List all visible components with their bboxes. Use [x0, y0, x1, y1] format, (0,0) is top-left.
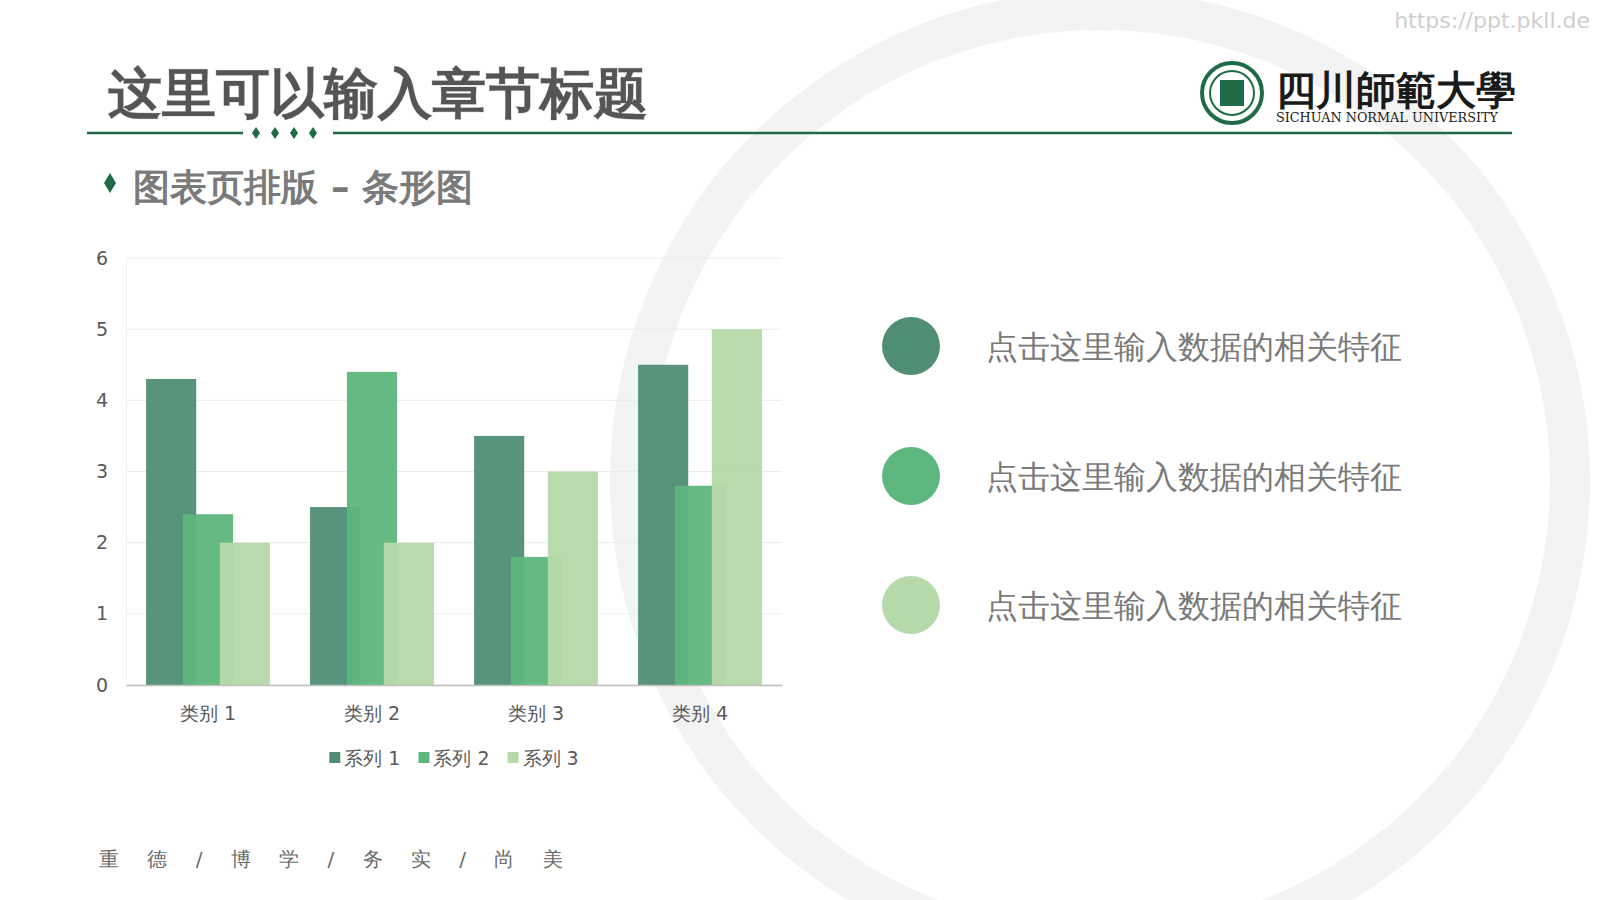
y-tick-label: 0 — [96, 674, 108, 696]
y-tick-label: 2 — [96, 531, 108, 553]
logo — [1202, 63, 1262, 123]
subtitle-diamond — [104, 173, 116, 193]
chart: 0 1 2 3 4 5 6 类别 1 类别 2 类别 3 类别 4 系列 1 系列 2 系列 3 — [96, 247, 783, 769]
x-axis-line — [127, 685, 783, 687]
feature-dot — [882, 447, 940, 505]
y-tick-label: 6 — [96, 247, 108, 269]
x-axis: 类别 1 类别 2 类别 3 类别 4 — [127, 685, 783, 724]
y-axis-line — [126, 259, 127, 686]
logo-ring — [1202, 63, 1262, 123]
y-axis: 0 1 2 3 4 5 6 — [96, 247, 127, 696]
feature-text: 点击这里输入数据的相关特征 — [986, 458, 1402, 496]
series — [146, 365, 688, 685]
legend: 系列 1 系列 2 系列 3 — [329, 747, 578, 769]
x-tick: 类别 3 — [508, 685, 564, 724]
bars — [146, 329, 762, 685]
y-tick: 2 — [96, 531, 126, 553]
x-tick: 类别 4 — [672, 685, 728, 724]
grid-line — [126, 329, 782, 330]
y-tick: 6 — [96, 247, 126, 269]
x-tick: 类别 1 — [180, 685, 236, 724]
feature-dot — [882, 317, 940, 375]
x-tick-label: 类别 2 — [344, 702, 400, 724]
legend-label: 系列 3 — [523, 747, 579, 769]
legend-label: 系列 2 — [433, 747, 489, 769]
y-tick: 0 — [96, 674, 126, 696]
y-tick: 4 — [96, 389, 126, 411]
subtitle: 图表页排版 – 条形图 — [133, 166, 473, 209]
header-diamond — [271, 127, 279, 139]
motto: 重 德 / 博 学 / 务 实 / 尚 美 — [99, 847, 574, 871]
legend-swatch — [508, 752, 519, 763]
header-diamond — [252, 127, 260, 139]
header-rule-gap — [243, 128, 333, 138]
feature-text: 点击这里输入数据的相关特征 — [986, 328, 1402, 366]
bar — [384, 543, 434, 685]
university-name-en: SICHUAN NORMAL UNIVERSITY — [1276, 111, 1499, 125]
x-tick: 类别 2 — [344, 685, 400, 724]
legend-item: 系列 3 — [508, 747, 579, 769]
y-tick: 1 — [96, 602, 126, 624]
series — [220, 329, 762, 685]
y-tick: 5 — [96, 318, 126, 340]
grid — [126, 258, 782, 685]
grid-line — [126, 258, 782, 259]
legend-label: 系列 1 — [344, 747, 400, 769]
bg-decoration — [630, 10, 1570, 900]
bar — [220, 543, 270, 685]
legend-item: 系列 1 — [329, 747, 400, 769]
feature-text: 点击这里输入数据的相关特征 — [986, 587, 1402, 625]
y-tick: 3 — [96, 460, 126, 482]
x-tick-label: 类别 4 — [672, 702, 728, 724]
y-tick-label: 3 — [96, 460, 108, 482]
title: 这里可以输入章节标题 — [108, 62, 648, 125]
feature-dot — [882, 576, 940, 634]
legend-item: 系列 2 — [418, 747, 489, 769]
bar — [548, 472, 598, 686]
logo-inner — [1210, 71, 1254, 115]
header-diamond — [309, 127, 317, 139]
bar — [712, 329, 762, 685]
legend-swatch — [329, 752, 340, 763]
x-tick-label: 类别 3 — [508, 702, 564, 724]
university-name: 四川師範大學 — [1276, 66, 1516, 113]
y-tick-label: 5 — [96, 318, 108, 340]
y-tick-label: 1 — [96, 602, 108, 624]
header-diamond — [290, 127, 298, 139]
y-tick-label: 4 — [96, 389, 108, 411]
logo-building — [1220, 80, 1244, 106]
series — [183, 372, 725, 685]
watermark: https://ppt.pkll.de — [1394, 8, 1590, 33]
slide: https://ppt.pkll.de 这里可以输入章节标题 四川師範大學SICHU… — [0, 0, 1600, 900]
x-tick-label: 类别 1 — [180, 702, 236, 724]
legend-swatch — [418, 752, 429, 763]
